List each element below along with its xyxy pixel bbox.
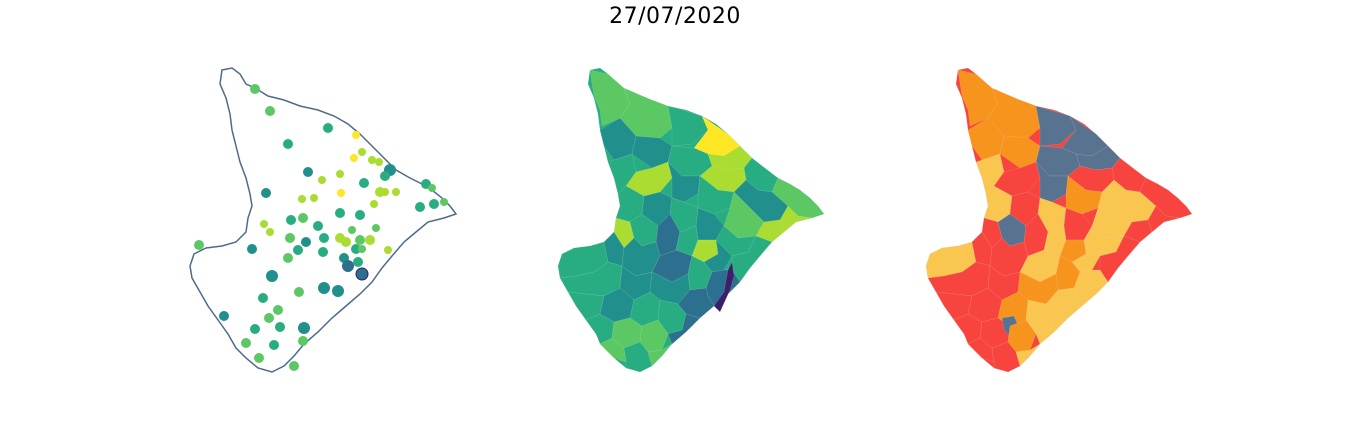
municipality-regions (925, 69, 1193, 373)
panel-points (189, 67, 457, 373)
state-outline (189, 67, 457, 373)
panel-choropleth-continuous (557, 68, 825, 373)
figure-title: 27/07/2020 (609, 4, 741, 29)
municipality-regions (557, 69, 825, 373)
panel-choropleth-categorical (925, 68, 1193, 373)
point-markers (194, 84, 448, 371)
